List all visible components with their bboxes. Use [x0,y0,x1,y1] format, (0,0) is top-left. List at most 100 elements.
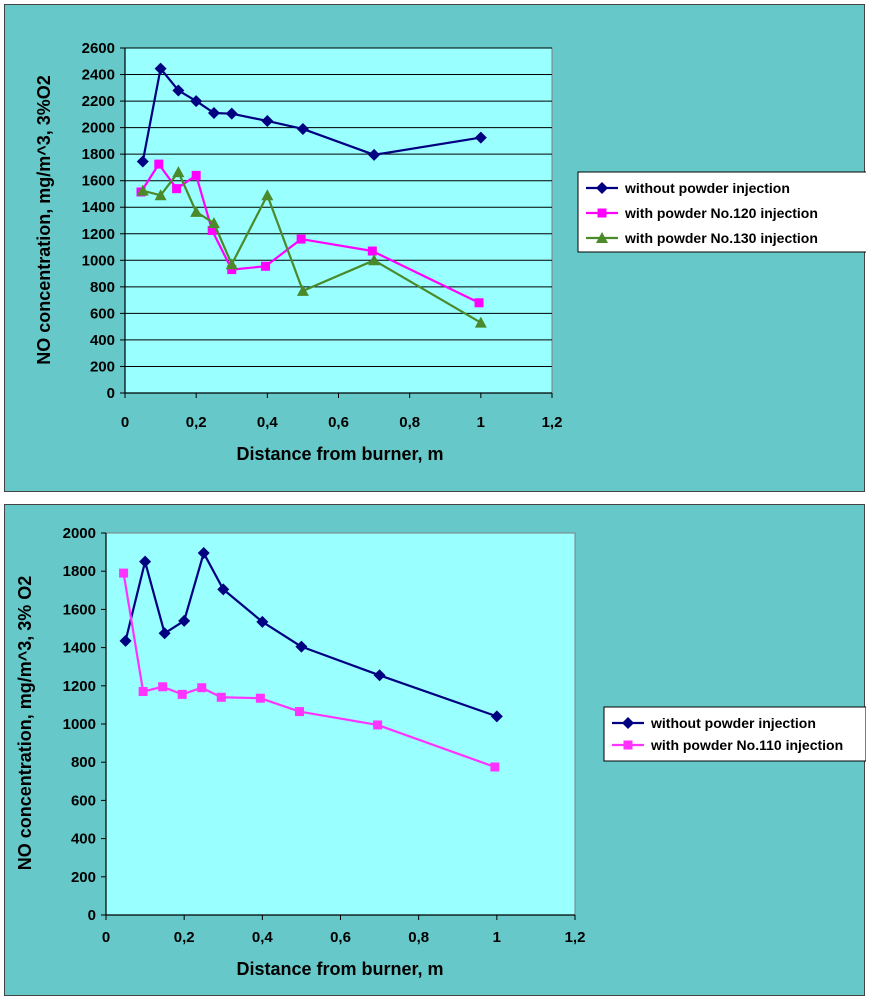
x-tick-label: 0 [102,929,110,946]
y-tick-label: 1400 [63,640,96,657]
data-point [227,265,237,275]
plot-area [124,47,553,394]
x-tick-label: 0,8 [408,929,429,946]
legend-marker [596,182,608,194]
legend-marker [597,208,607,218]
data-point [474,298,484,308]
y-tick-label: 800 [71,754,96,771]
y-tick-label: 1000 [63,716,96,733]
legend-label: with powder No.120 injection [624,205,818,221]
data-point [178,614,191,627]
series-line [142,170,482,324]
x-tick-label: 1,2 [542,414,563,431]
x-tick-label: 1 [477,414,485,431]
x-tick-label: 1,2 [565,929,586,946]
y-tick-label: 800 [90,279,115,296]
y-axis-title: NO concentration, mg/m^3, 3% O2 [15,576,35,871]
chart-panel-bottom: 0 200 400 600 800 1000 1200 1400 1600 1800 2000 0 0,… [4,504,866,996]
legend-marker [596,232,608,243]
data-point [158,682,168,692]
y-tick-label: 0 [88,907,96,924]
data-point [261,114,274,127]
y-tick-label: 1600 [63,601,96,618]
data-point [368,254,381,266]
data-point [172,166,185,178]
data-point [216,692,226,702]
x-tick-label: 0,6 [328,414,349,431]
data-point [296,122,309,135]
y-tick-label: 1200 [82,226,115,243]
y-tick-label: 1000 [82,252,115,269]
data-point [207,225,217,235]
y-tick-label: 1800 [63,563,96,580]
data-point [373,720,383,730]
data-point [154,62,167,75]
legend-marker [623,740,633,750]
y-tick-label: 0 [107,385,115,402]
plot-area [105,532,576,916]
chart-bottom: 0 200 400 600 800 1000 1200 1400 1600 1800 2000 0 0,… [15,525,866,979]
data-point [255,693,265,703]
data-point [172,84,185,97]
data-point [373,669,386,682]
data-point [294,707,304,717]
series-line [122,572,496,769]
data-point [217,583,230,596]
x-axis-title: Distance from burner, m [236,444,443,464]
data-point [261,261,271,271]
y-tick-label: 1600 [82,173,115,190]
y-tick-label: 400 [71,831,96,848]
data-point [191,170,201,180]
data-point [261,189,274,201]
legend-label: with powder No.130 injection [624,230,818,246]
y-tick-label: 200 [71,869,96,886]
data-point [490,710,503,723]
data-point [367,246,377,256]
y-tick-label: 600 [71,792,96,809]
data-point [490,762,500,772]
y-tick-label: 400 [90,332,115,349]
y-tick-label: 2400 [82,67,115,84]
x-tick-label: 0,4 [257,414,279,431]
data-point [138,687,148,697]
y-tick-label: 2000 [82,120,115,137]
data-point [197,683,207,693]
y-tick-label: 1200 [63,678,96,695]
y-tick-label: 2200 [82,93,115,110]
data-point [225,107,238,120]
y-tick-label: 600 [90,305,115,322]
data-point [119,568,129,578]
y-tick-label: 200 [90,358,115,375]
x-tick-label: 0,6 [330,929,351,946]
data-point [154,159,164,169]
data-point [474,316,487,328]
data-point [136,155,149,168]
legend-label: without powder injection [624,180,790,196]
series-line [124,551,498,718]
data-point [256,615,269,628]
data-point [474,131,487,144]
data-point [190,95,203,108]
data-point [158,627,171,640]
data-point [207,107,220,120]
y-tick-label: 2000 [63,525,96,542]
data-point [225,258,238,270]
x-tick-label: 0 [121,414,129,431]
data-point [368,148,381,161]
data-point [119,634,132,647]
data-point [172,184,182,194]
y-tick-label: 1400 [82,199,115,216]
x-tick-label: 0,8 [399,414,420,431]
x-tick-label: 0,4 [252,929,274,946]
legend [603,706,866,762]
data-point [177,689,187,699]
chart-top: 0 200 400 600 800 1000 1200 1400 1600 1800 2000 220… [34,40,866,464]
data-point [207,217,220,229]
data-point [139,555,152,568]
data-point [295,640,308,653]
x-tick-label: 0,2 [186,414,207,431]
data-point [154,189,167,201]
data-point [136,184,149,196]
data-point [190,205,203,217]
legend-label: with powder No.110 injection [650,737,843,753]
